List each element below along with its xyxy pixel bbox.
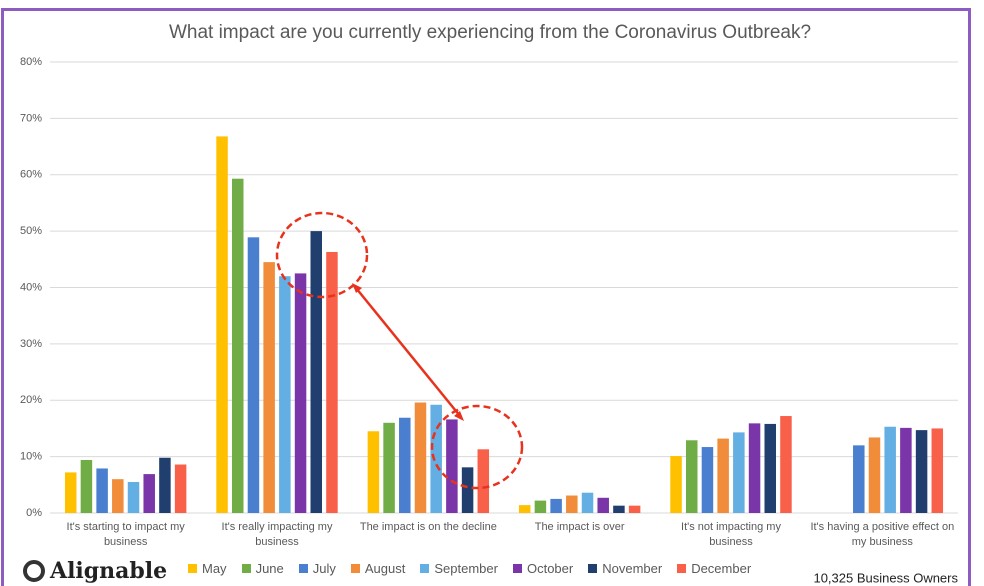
bar xyxy=(461,467,474,513)
arrow xyxy=(355,287,461,417)
x-tick-label: It's starting to impact my business xyxy=(66,521,185,548)
x-tick-label: It's having a positive effect on my busi… xyxy=(810,521,955,548)
legend-swatch xyxy=(241,564,251,573)
bar xyxy=(550,498,562,513)
y-tick-label: 40% xyxy=(20,281,42,293)
bar xyxy=(518,505,531,513)
bar xyxy=(174,464,187,513)
bar xyxy=(780,416,792,513)
bar xyxy=(310,231,322,513)
legend-swatch xyxy=(512,564,522,573)
y-tick-label: 70% xyxy=(20,112,42,124)
bar xyxy=(613,505,625,513)
legend-item: November xyxy=(588,561,662,576)
bar xyxy=(884,426,896,513)
bar xyxy=(80,460,93,513)
bar xyxy=(64,472,77,513)
legend-label: December xyxy=(691,561,752,576)
legend-item: October xyxy=(512,561,574,576)
bar xyxy=(383,422,395,513)
logo-icon xyxy=(23,560,45,582)
legend-swatch xyxy=(298,564,308,573)
legend-item: June xyxy=(241,561,284,576)
highlight-circle xyxy=(275,211,369,299)
bar xyxy=(717,438,729,513)
bar xyxy=(294,273,307,513)
legend-label: June xyxy=(255,561,284,576)
legend-label: August xyxy=(364,561,406,576)
y-tick-label: 30% xyxy=(20,338,42,350)
bar xyxy=(477,449,490,513)
legend-item: September xyxy=(420,561,498,576)
bar xyxy=(670,456,682,513)
x-tick-label: The impact is on the decline xyxy=(359,521,497,533)
legend-swatch xyxy=(677,564,687,573)
bar xyxy=(96,468,108,513)
y-tick-label: 20% xyxy=(20,394,42,406)
legend-item: May xyxy=(188,561,227,576)
bar xyxy=(915,430,928,513)
x-tick-label: It's not impacting my business xyxy=(681,521,781,548)
bar xyxy=(367,431,380,513)
bar xyxy=(597,497,609,513)
bar xyxy=(127,481,140,513)
bar xyxy=(279,276,291,513)
bar xyxy=(216,136,228,514)
y-tick-label: 60% xyxy=(20,169,42,181)
bar xyxy=(566,495,578,513)
bar xyxy=(701,447,714,513)
bar xyxy=(733,432,745,513)
bar xyxy=(399,417,411,513)
legend-item: July xyxy=(298,561,336,576)
legend-label: May xyxy=(202,561,227,576)
bar xyxy=(159,457,171,513)
bar xyxy=(748,423,761,513)
bar xyxy=(853,445,865,513)
legend-label: September xyxy=(434,561,498,576)
bar xyxy=(326,251,338,513)
footnote: 10,325 Business Owners xyxy=(813,570,958,585)
y-tick-label: 50% xyxy=(20,225,42,237)
chart-title: What impact are you currently experienci… xyxy=(169,22,811,43)
legend-label: November xyxy=(602,561,663,576)
bar xyxy=(143,474,155,513)
bar xyxy=(446,419,458,513)
legend-item: August xyxy=(350,561,406,576)
bar xyxy=(628,505,641,513)
bar xyxy=(534,500,547,513)
bar xyxy=(686,440,698,513)
y-tick-label: 80% xyxy=(20,56,42,68)
y-tick-label: 10% xyxy=(20,451,42,463)
bar xyxy=(414,402,427,513)
bar xyxy=(112,479,124,513)
plot: 0% 10% 20% 30% 40% 50% 60% 70% 80% xyxy=(20,56,958,519)
x-tick-label: It's really impacting my business xyxy=(221,521,333,548)
arrow-head xyxy=(352,283,362,293)
logo: Alignable xyxy=(49,558,167,584)
frame xyxy=(1,8,971,586)
bar xyxy=(430,404,442,513)
x-tick-label: The impact is over xyxy=(534,521,625,533)
legend-label: October xyxy=(526,561,574,576)
bar xyxy=(232,178,244,514)
bar xyxy=(868,437,881,513)
legend-swatch xyxy=(350,564,360,573)
legend-swatch xyxy=(420,564,430,573)
legend-swatch xyxy=(588,564,598,573)
bar xyxy=(581,492,594,513)
legend-swatch xyxy=(188,564,197,573)
arrow-head xyxy=(454,411,464,421)
legend-label: July xyxy=(312,561,336,576)
bar xyxy=(247,237,260,514)
y-tick-label: 0% xyxy=(26,507,42,519)
highlight-circle xyxy=(430,404,524,490)
legend: May June July August September October Novembe… xyxy=(188,561,751,576)
bar xyxy=(263,262,275,513)
bar xyxy=(764,423,776,513)
bar xyxy=(900,427,912,513)
bar xyxy=(931,428,944,513)
legend-item: December xyxy=(677,561,751,576)
